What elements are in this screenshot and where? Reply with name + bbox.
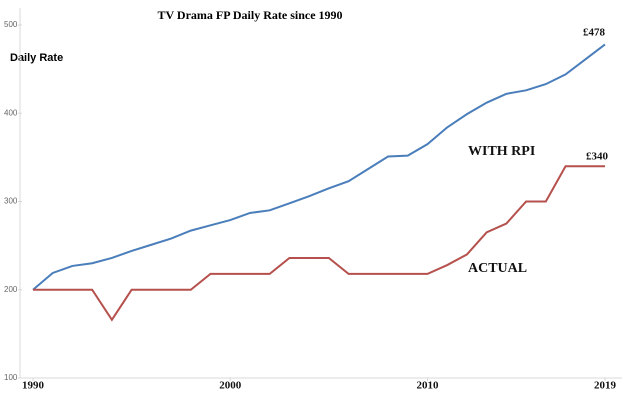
y-tick-label: 100 xyxy=(4,373,18,382)
y-axis-label: Daily Rate xyxy=(10,52,63,64)
legend-label: WITH RPI xyxy=(468,144,535,159)
annotation: £340 xyxy=(586,151,609,163)
y-tick-label: 200 xyxy=(4,285,18,294)
chart-title: TV Drama FP Daily Rate since 1990 xyxy=(157,8,342,22)
legend-label: ACTUAL xyxy=(468,261,527,276)
y-tick-label: 300 xyxy=(4,197,18,206)
x-tick-label: 2000 xyxy=(219,380,242,392)
x-tick-label: 2019 xyxy=(594,380,617,392)
line-series xyxy=(33,165,605,322)
line-series xyxy=(32,43,606,291)
x-tick-label: 2010 xyxy=(416,380,439,392)
y-tick-label: 500 xyxy=(4,20,18,29)
annotation: £478 xyxy=(583,27,606,39)
x-tick-label: 1990 xyxy=(22,380,45,392)
y-tick-label: 400 xyxy=(4,108,18,117)
